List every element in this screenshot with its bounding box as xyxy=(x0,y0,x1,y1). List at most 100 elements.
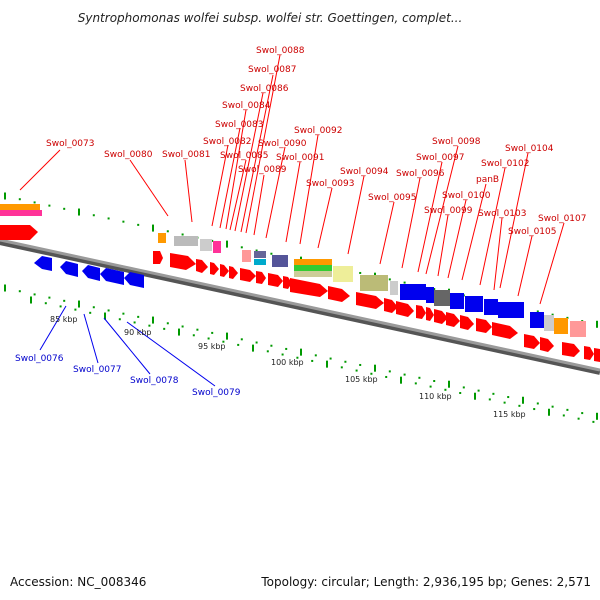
minor-tick xyxy=(59,305,62,308)
gene-label[interactable]: Swol_0080 xyxy=(104,150,153,160)
feature-block[interactable] xyxy=(272,255,288,267)
cds-forward-arrow[interactable] xyxy=(426,307,434,321)
gene-label[interactable]: Swol_0073 xyxy=(46,139,95,149)
feature-block[interactable] xyxy=(544,315,554,331)
cds-forward-arrow[interactable] xyxy=(196,259,208,273)
gene-label[interactable]: Swol_0096 xyxy=(396,169,445,179)
cds-forward-arrow[interactable] xyxy=(0,225,38,240)
cds-forward-arrow[interactable] xyxy=(229,266,238,279)
gene-label[interactable]: Swol_0085 xyxy=(220,151,269,161)
feature-block[interactable] xyxy=(0,210,42,216)
feature-block[interactable] xyxy=(434,290,450,306)
gene-label[interactable]: Swol_0079 xyxy=(192,388,241,398)
feature-block[interactable] xyxy=(294,265,332,271)
gene-label[interactable]: panB xyxy=(476,175,499,185)
feature-block[interactable] xyxy=(450,293,464,309)
cds-forward-arrow[interactable] xyxy=(356,292,384,309)
feature-block[interactable] xyxy=(294,271,332,277)
gene-label[interactable]: Swol_0107 xyxy=(538,214,587,224)
cds-forward-arrow[interactable] xyxy=(492,322,518,339)
cds-forward-arrow[interactable] xyxy=(562,342,580,357)
cds-forward-arrow[interactable] xyxy=(584,346,594,360)
major-tick xyxy=(474,392,476,400)
minor-tick xyxy=(581,412,584,415)
cds-forward-arrow[interactable] xyxy=(540,337,554,352)
cds-forward-arrow[interactable] xyxy=(153,251,163,264)
feature-block[interactable] xyxy=(570,321,586,337)
feature-block[interactable] xyxy=(158,233,166,243)
gene-label[interactable]: Swol_0087 xyxy=(248,65,297,75)
feature-block[interactable] xyxy=(498,302,524,318)
cds-forward-arrow[interactable] xyxy=(240,268,256,282)
gene-labels-bottom: Swol_0076 Swol_0077 Swol_0078 Swol_0079 xyxy=(15,354,241,398)
feature-block[interactable] xyxy=(484,299,498,315)
cds-reverse-arrow[interactable] xyxy=(100,268,124,285)
feature-block[interactable] xyxy=(254,251,266,258)
cds-forward-arrow[interactable] xyxy=(396,301,414,317)
feature-block[interactable] xyxy=(254,259,266,265)
cds-forward-arrow[interactable] xyxy=(416,305,426,319)
cds-forward-arrow[interactable] xyxy=(434,309,448,324)
feature-block[interactable] xyxy=(426,287,434,303)
cds-forward-arrow[interactable] xyxy=(170,253,196,270)
cds-forward-arrow[interactable] xyxy=(210,262,219,275)
gene-label[interactable]: Swol_0103 xyxy=(478,209,527,219)
feature-block[interactable] xyxy=(554,318,568,334)
gene-label[interactable]: Swol_0094 xyxy=(340,167,389,177)
feature-block[interactable] xyxy=(333,266,353,282)
gene-label[interactable]: Swol_0104 xyxy=(505,144,554,154)
feature-block[interactable] xyxy=(360,275,388,291)
cds-forward-arrow[interactable] xyxy=(220,264,229,277)
major-tick xyxy=(78,208,80,216)
cds-reverse-arrow[interactable] xyxy=(124,272,144,288)
gene-label[interactable]: Swol_0082 xyxy=(203,137,252,147)
gene-label[interactable]: Swol_0076 xyxy=(15,354,64,364)
gene-label[interactable]: Swol_0089 xyxy=(238,165,287,175)
feature-block[interactable] xyxy=(530,312,544,328)
cds-forward-arrow[interactable] xyxy=(256,271,266,284)
gene-label[interactable]: Swol_0090 xyxy=(258,139,307,149)
minor-tick xyxy=(533,408,536,411)
gene-label[interactable]: Swol_0081 xyxy=(162,150,211,160)
cds-reverse-arrow[interactable] xyxy=(82,265,100,281)
cds-forward-arrow[interactable] xyxy=(446,312,460,327)
feature-block[interactable] xyxy=(400,284,426,300)
feature-block[interactable] xyxy=(0,204,40,210)
feature-block[interactable] xyxy=(213,241,221,253)
gene-label[interactable]: Swol_0093 xyxy=(306,179,355,189)
feature-block[interactable] xyxy=(200,239,212,251)
cds-reverse-arrow[interactable] xyxy=(34,256,52,271)
cds-forward-arrow[interactable] xyxy=(384,298,398,313)
cds-forward-arrow[interactable] xyxy=(524,334,540,349)
cds-forward-arrow[interactable] xyxy=(476,318,492,333)
minor-tick xyxy=(181,325,184,328)
feature-block[interactable] xyxy=(174,236,198,246)
cds-reverse-arrow[interactable] xyxy=(60,261,78,277)
cds-forward-arrow[interactable] xyxy=(283,276,292,289)
cds-forward-arrow[interactable] xyxy=(328,286,350,302)
minor-tick xyxy=(385,375,388,378)
gene-label[interactable]: Swol_0077 xyxy=(73,365,122,375)
gene-label[interactable]: Swol_0102 xyxy=(481,159,530,169)
cds-forward-arrow[interactable] xyxy=(594,348,600,362)
gene-label[interactable]: Swol_0084 xyxy=(222,101,271,111)
gene-label[interactable]: Swol_0100 xyxy=(442,191,491,201)
feature-block[interactable] xyxy=(242,250,251,262)
gene-label[interactable]: Swol_0099 xyxy=(424,206,473,216)
gene-label[interactable]: Swol_0105 xyxy=(508,227,557,237)
gene-label[interactable]: Swol_0083 xyxy=(215,120,264,130)
gene-label[interactable]: Swol_0097 xyxy=(416,153,465,163)
feature-block[interactable] xyxy=(294,259,332,265)
gene-label[interactable]: Swol_0098 xyxy=(432,137,481,147)
gene-label[interactable]: Swol_0088 xyxy=(256,46,305,56)
feature-block[interactable] xyxy=(465,296,483,312)
gene-label[interactable]: Swol_0091 xyxy=(276,153,325,163)
cds-forward-arrow[interactable] xyxy=(290,278,328,297)
gene-label[interactable]: Swol_0086 xyxy=(240,84,289,94)
gene-label[interactable]: Swol_0078 xyxy=(130,376,179,386)
gene-label[interactable]: Swol_0095 xyxy=(368,193,417,203)
feature-block[interactable] xyxy=(390,281,398,295)
gene-label[interactable]: Swol_0092 xyxy=(294,126,343,136)
cds-forward-arrow[interactable] xyxy=(460,315,474,330)
cds-forward-arrow[interactable] xyxy=(268,273,283,287)
